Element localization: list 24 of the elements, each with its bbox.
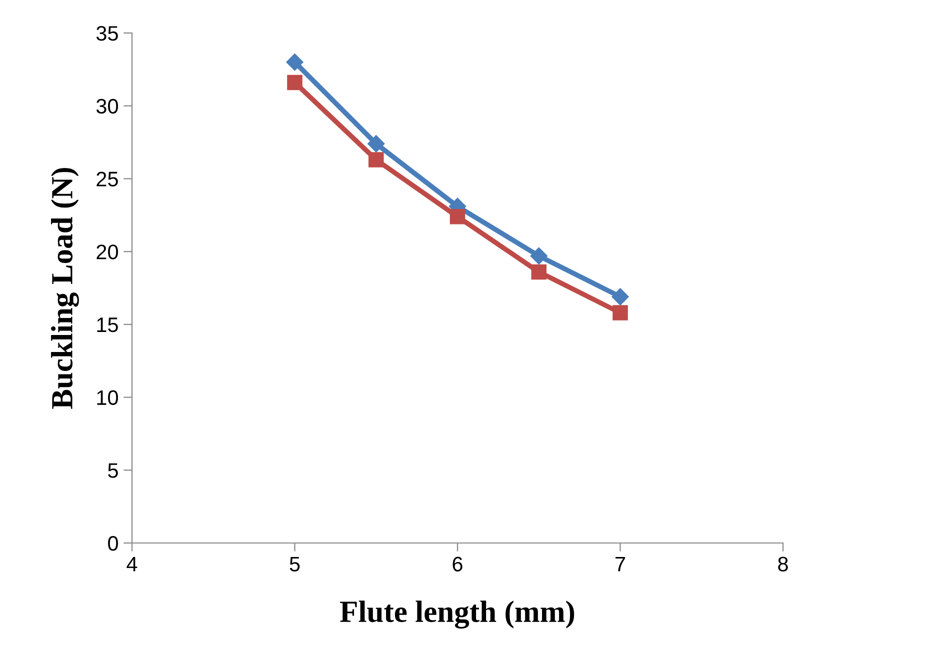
y-tick-label: 30 [96,98,118,114]
point [368,152,384,168]
y-tick-label: 10 [97,390,118,406]
point [612,288,629,306]
point [286,54,304,71]
y-tick-label: 35 [96,26,118,41]
y-tick-label: 15 [97,318,118,332]
x-tick-label: 5 [290,556,300,572]
point [287,74,302,90]
y-axis-title: Buckling Load (N) [51,168,79,409]
y-tick-label: 25 [96,172,118,186]
y-tick-label: 5 [108,463,118,478]
y-tick-label: 0 [108,536,118,551]
x-tick-label: 8 [778,556,788,572]
point [531,264,547,280]
x-axis-title: Flute length (mm) [340,600,574,629]
point [612,305,628,320]
x-tick-label: 6 [452,556,462,572]
x-tick-label: 7 [616,556,625,572]
point [368,135,385,152]
y-tick-label: 20 [96,244,118,260]
point [450,208,466,224]
point [530,247,548,264]
x-tick-label: 4 [126,556,138,572]
